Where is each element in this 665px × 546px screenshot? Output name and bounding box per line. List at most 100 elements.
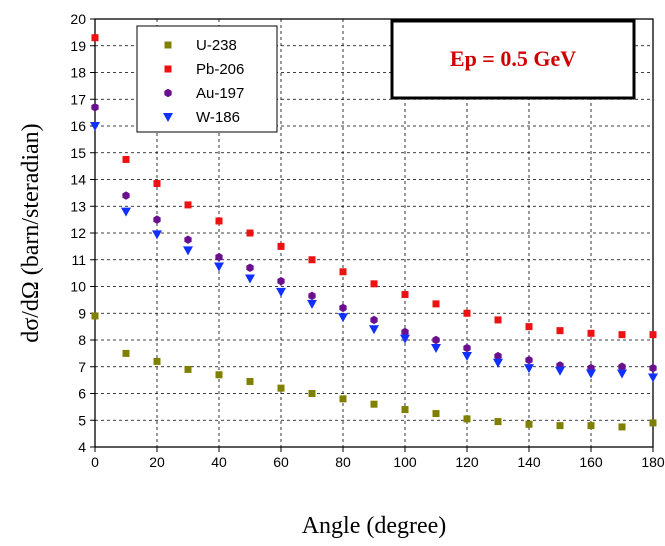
y-tick-label: 14 xyxy=(70,172,86,188)
data-point xyxy=(153,357,161,365)
data-point xyxy=(153,180,161,188)
series-pb-206 xyxy=(91,34,657,339)
data-point xyxy=(587,329,595,337)
data-point xyxy=(432,300,440,308)
y-tick-label: 13 xyxy=(70,198,86,214)
data-point xyxy=(277,384,285,392)
data-point xyxy=(277,242,285,250)
legend-label: Au-197 xyxy=(196,85,244,102)
series-w-186 xyxy=(90,122,658,383)
data-point xyxy=(122,349,130,357)
data-point xyxy=(122,155,130,163)
y-tick-label: 12 xyxy=(70,225,86,241)
y-tick-label: 9 xyxy=(78,305,86,321)
data-point xyxy=(587,422,595,430)
y-tick-label: 6 xyxy=(78,386,86,402)
data-point xyxy=(648,373,658,383)
data-point xyxy=(556,422,564,430)
x-tick-label: 80 xyxy=(335,454,351,470)
data-point xyxy=(215,371,223,379)
y-tick-label: 17 xyxy=(70,91,86,107)
data-point xyxy=(401,291,409,299)
legend-marker xyxy=(163,113,173,122)
data-point xyxy=(525,323,533,331)
data-point xyxy=(524,364,534,374)
data-point xyxy=(307,299,317,309)
data-point xyxy=(649,419,657,427)
data-point xyxy=(369,325,379,335)
legend-marker xyxy=(164,41,172,49)
data-point xyxy=(184,365,192,373)
data-point xyxy=(463,415,471,423)
data-point xyxy=(152,230,162,240)
data-point xyxy=(649,331,657,339)
data-point xyxy=(586,369,596,379)
data-point xyxy=(617,369,627,379)
data-point xyxy=(214,262,224,272)
y-tick-label: 15 xyxy=(70,145,86,161)
x-tick-label: 140 xyxy=(517,454,541,470)
data-point xyxy=(370,280,378,288)
data-point xyxy=(431,344,441,354)
data-point xyxy=(338,313,348,323)
legend-label: U-238 xyxy=(196,37,237,54)
y-axis-label: dσ/dΩ (barn/steradian) xyxy=(18,123,44,342)
data-point xyxy=(463,343,471,353)
y-tick-label: 10 xyxy=(70,279,86,295)
data-point xyxy=(649,363,657,373)
data-point xyxy=(494,351,502,361)
legend-box xyxy=(136,25,278,133)
data-point xyxy=(494,316,502,324)
legend: U-238 Pb-206 Au-197 W-186 xyxy=(136,25,278,133)
axis-ticks: 0 20 40 60 80 100 120 140 160 180 4 5 6 7 8 9 10 11 12 13 14… xyxy=(70,11,664,470)
data-point xyxy=(618,362,626,371)
x-tick-label: 120 xyxy=(455,454,479,470)
x-tick-label: 60 xyxy=(273,454,289,470)
y-tick-label: 11 xyxy=(71,252,86,268)
data-point xyxy=(91,103,99,112)
data-point xyxy=(618,331,626,339)
annotation-box: Ep = 0.5 GeV xyxy=(390,19,636,100)
data-point xyxy=(525,355,533,365)
data-point xyxy=(432,335,440,345)
data-point xyxy=(183,246,193,256)
data-point xyxy=(121,207,131,217)
data-point xyxy=(463,309,471,317)
y-tick-label: 4 xyxy=(78,439,86,455)
data-point xyxy=(308,390,316,397)
x-tick-label: 180 xyxy=(641,454,665,470)
data-point xyxy=(184,235,192,244)
data-point xyxy=(370,400,378,408)
data-point xyxy=(153,215,161,224)
y-tick-label: 16 xyxy=(70,118,86,134)
data-point xyxy=(91,34,99,42)
x-axis-label: Angle (degree) xyxy=(302,513,447,539)
data-point xyxy=(276,287,286,297)
data-point xyxy=(122,191,130,200)
data-point xyxy=(618,423,626,431)
data-point xyxy=(246,229,254,237)
data-point xyxy=(90,122,100,131)
data-point xyxy=(184,201,192,209)
series-u-238 xyxy=(91,312,657,431)
data-points xyxy=(90,34,658,431)
data-point xyxy=(555,366,565,376)
data-point xyxy=(370,315,378,325)
data-point xyxy=(246,377,254,385)
data-point xyxy=(91,312,99,320)
data-point xyxy=(277,276,285,286)
data-point xyxy=(525,420,533,428)
data-point xyxy=(339,268,347,276)
data-point xyxy=(339,395,347,403)
data-point xyxy=(556,327,564,335)
y-tick-label: 5 xyxy=(78,412,86,428)
data-point xyxy=(493,358,503,368)
data-point xyxy=(494,418,502,426)
data-point xyxy=(308,291,316,301)
data-point xyxy=(215,217,223,225)
legend-label: W-186 xyxy=(196,109,240,126)
y-tick-label: 8 xyxy=(78,332,86,348)
data-point xyxy=(339,303,347,313)
x-tick-label: 20 xyxy=(149,454,165,470)
